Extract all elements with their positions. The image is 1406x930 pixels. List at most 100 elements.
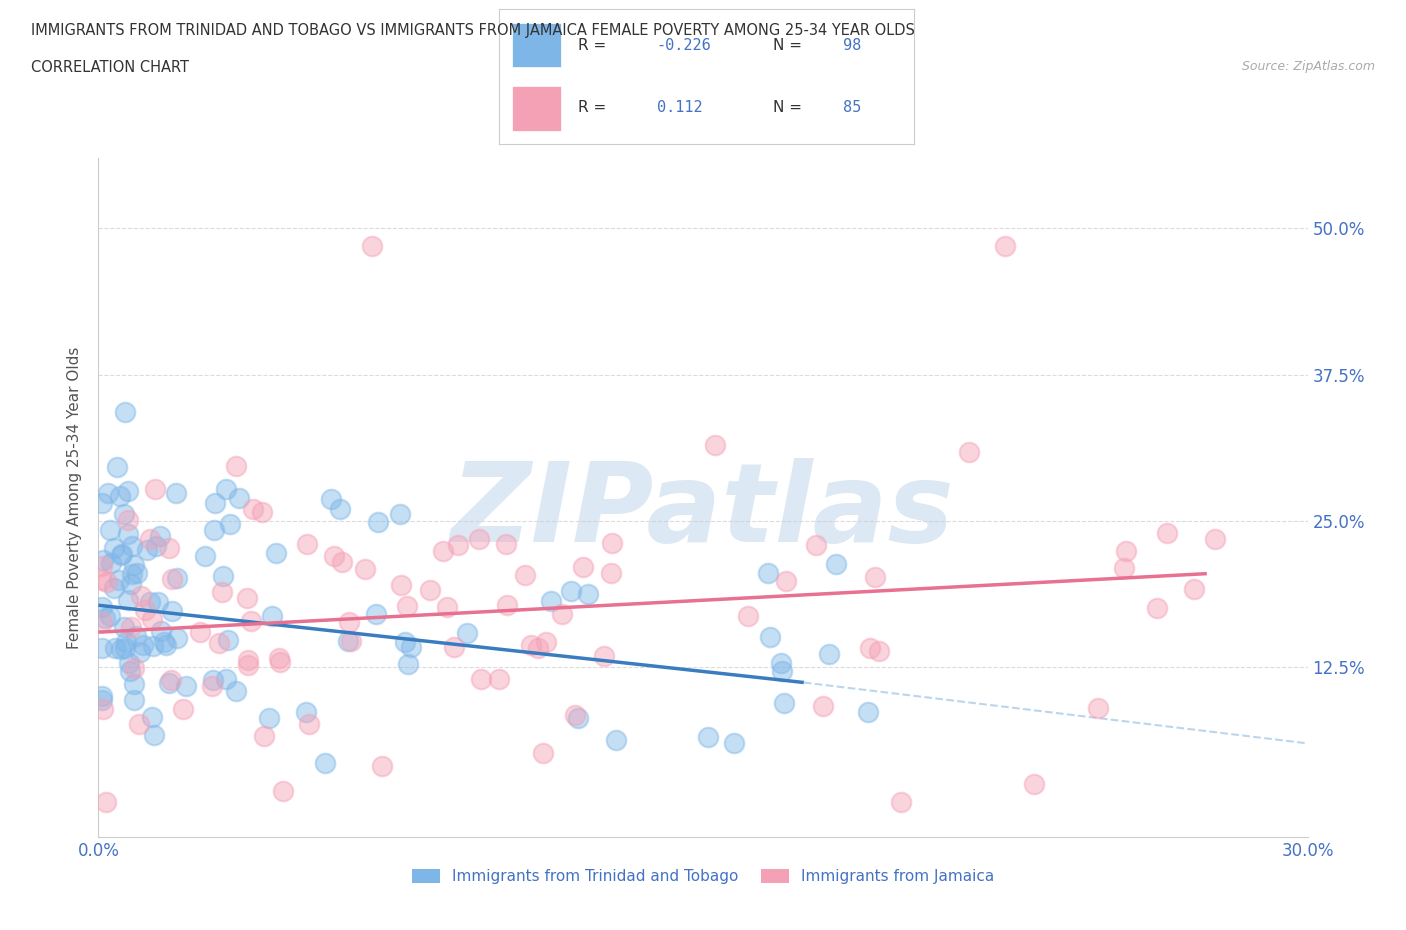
Point <box>432 544 454 559</box>
Point <box>264 545 287 560</box>
Point <box>856 705 879 720</box>
Point <box>120 619 142 634</box>
Point <box>97 485 120 500</box>
Point <box>188 624 211 639</box>
Text: CORRELATION CHART: CORRELATION CHART <box>31 60 188 75</box>
Point <box>436 600 458 615</box>
Point <box>172 701 194 716</box>
Point <box>560 583 582 598</box>
Point <box>295 705 318 720</box>
Text: 85: 85 <box>844 100 862 115</box>
Point <box>225 458 247 473</box>
Point <box>118 656 141 671</box>
Point <box>564 707 586 722</box>
Text: IMMIGRANTS FROM TRINIDAD AND TOBAGO VS IMMIGRANTS FROM JAMAICA FEMALE POVERTY AM: IMMIGRANTS FROM TRINIDAD AND TOBAGO VS I… <box>31 23 915 38</box>
Point <box>128 644 150 659</box>
Point <box>526 641 548 656</box>
Point <box>94 611 117 626</box>
Point <box>567 711 589 725</box>
Point <box>105 459 128 474</box>
Point <box>253 728 276 743</box>
Point <box>389 578 412 592</box>
Text: N =: N = <box>773 37 807 52</box>
Point <box>204 496 226 511</box>
Point <box>96 574 118 589</box>
Point <box>371 758 394 773</box>
Point <box>155 637 177 652</box>
Point <box>697 730 720 745</box>
Point <box>148 594 170 609</box>
Point <box>166 631 188 645</box>
Point <box>759 630 782 644</box>
Point <box>534 634 557 649</box>
Point <box>215 482 238 497</box>
Point <box>419 582 441 597</box>
Point <box>217 632 239 647</box>
Point <box>468 532 491 547</box>
Point <box>117 593 139 608</box>
Point <box>260 609 283 624</box>
Point <box>250 505 273 520</box>
Text: R =: R = <box>578 100 612 115</box>
Point <box>139 594 162 609</box>
Point <box>215 671 238 686</box>
Point <box>225 684 247 698</box>
Point <box>141 612 163 627</box>
Point <box>775 574 797 589</box>
Text: 98: 98 <box>844 37 862 52</box>
Point <box>994 238 1017 253</box>
Point <box>488 672 510 687</box>
Text: N =: N = <box>773 100 807 115</box>
Point <box>124 677 146 692</box>
Point <box>1022 777 1045 791</box>
Point <box>723 735 745 750</box>
Text: R =: R = <box>578 37 612 52</box>
Point <box>139 532 162 547</box>
Text: 0.112: 0.112 <box>657 100 703 115</box>
Point <box>129 589 152 604</box>
Point <box>108 573 131 588</box>
Point <box>1115 544 1137 559</box>
Point <box>396 657 419 671</box>
Point <box>100 555 122 570</box>
Point <box>298 716 321 731</box>
Point <box>110 641 132 656</box>
Point <box>160 672 183 687</box>
Point <box>122 660 145 675</box>
Point <box>447 538 470 552</box>
Point <box>602 536 624 551</box>
Point <box>470 671 492 686</box>
Point <box>770 664 793 679</box>
Point <box>238 653 260 668</box>
Point <box>868 644 890 658</box>
Point <box>806 538 828 552</box>
Point <box>121 566 143 581</box>
Point <box>117 512 139 527</box>
Legend: Immigrants from Trinidad and Tobago, Immigrants from Jamaica: Immigrants from Trinidad and Tobago, Imm… <box>406 863 1000 890</box>
Point <box>142 727 165 742</box>
Point <box>271 784 294 799</box>
Point <box>443 639 465 654</box>
Point <box>513 567 536 582</box>
Point <box>98 523 121 538</box>
Point <box>166 570 188 585</box>
Point <box>112 506 135 521</box>
Point <box>141 710 163 724</box>
Point <box>98 608 121 623</box>
Point <box>592 649 614 664</box>
Point <box>1087 701 1109 716</box>
Point <box>143 482 166 497</box>
Point <box>149 623 172 638</box>
Point <box>132 638 155 653</box>
Point <box>267 650 290 665</box>
Text: Source: ZipAtlas.com: Source: ZipAtlas.com <box>1241 60 1375 73</box>
Point <box>236 658 259 672</box>
Point <box>136 542 159 557</box>
Point <box>496 597 519 612</box>
Point <box>495 537 517 551</box>
Point <box>322 549 344 564</box>
Point <box>207 636 229 651</box>
Point <box>110 547 132 562</box>
Point <box>110 548 132 563</box>
Point <box>91 553 114 568</box>
